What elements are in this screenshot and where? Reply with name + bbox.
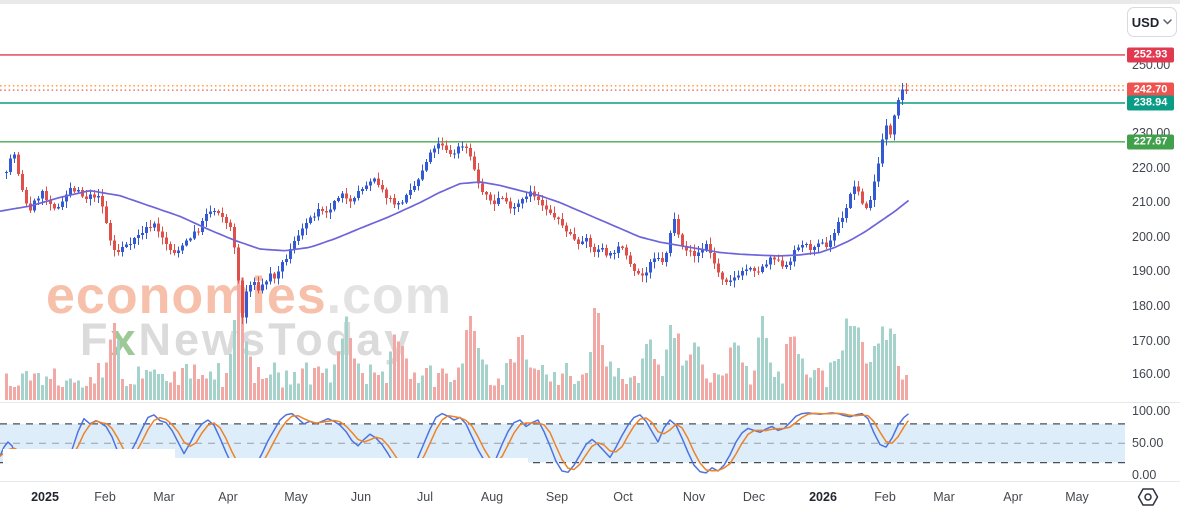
axis-tick-label: 170.00 bbox=[1132, 334, 1171, 348]
time-tick-label: Apr bbox=[1003, 490, 1023, 504]
time-tick-label: Feb bbox=[874, 490, 896, 504]
price-level-tag: 238.94 bbox=[1127, 95, 1174, 111]
currency-selector[interactable]: USD bbox=[1127, 7, 1177, 37]
axis-tick-label: 190.00 bbox=[1132, 264, 1171, 278]
time-tick-label: Jun bbox=[350, 490, 372, 504]
axis-tick-label: 210.00 bbox=[1132, 195, 1171, 209]
time-tick-label: 2025 bbox=[31, 490, 59, 504]
time-tick-label: Aug bbox=[480, 490, 504, 504]
axis-tick-label: 220.00 bbox=[1132, 161, 1171, 175]
time-tick-label: Sep bbox=[545, 490, 569, 504]
axis-tick-label: 200.00 bbox=[1132, 230, 1171, 244]
top-border bbox=[0, 0, 1180, 4]
time-tick-label: Mar bbox=[933, 490, 955, 504]
axis-tick-label: 50.00 bbox=[1132, 436, 1164, 450]
axis-tick-label: 160.00 bbox=[1132, 367, 1171, 381]
axis-tick-label: 180.00 bbox=[1132, 299, 1171, 313]
time-tick-label: Feb bbox=[94, 490, 116, 504]
price-level-tag: 242.70 bbox=[1127, 82, 1174, 98]
time-tick-label: Mar bbox=[153, 490, 175, 504]
time-tick-label: May bbox=[1065, 490, 1089, 504]
price-level-tag: 227.67 bbox=[1127, 134, 1174, 150]
axis-tick-label: 100.00 bbox=[1132, 404, 1171, 418]
price-level-tag: 252.93 bbox=[1127, 47, 1174, 63]
time-tick-label: Nov bbox=[682, 490, 706, 504]
time-tick-label: May bbox=[284, 490, 308, 504]
settings-icon[interactable] bbox=[1136, 485, 1160, 509]
time-tick-label: Apr bbox=[218, 490, 238, 504]
time-tick-label: Oct bbox=[613, 490, 633, 504]
time-tick-label: Dec bbox=[742, 490, 766, 504]
time-tick-label: Jul bbox=[417, 490, 433, 504]
axis-tick-label: 0.00 bbox=[1132, 468, 1157, 482]
time-tick-label: 2026 bbox=[809, 490, 837, 504]
chevron-down-icon bbox=[1163, 19, 1172, 25]
currency-label: USD bbox=[1131, 14, 1160, 30]
